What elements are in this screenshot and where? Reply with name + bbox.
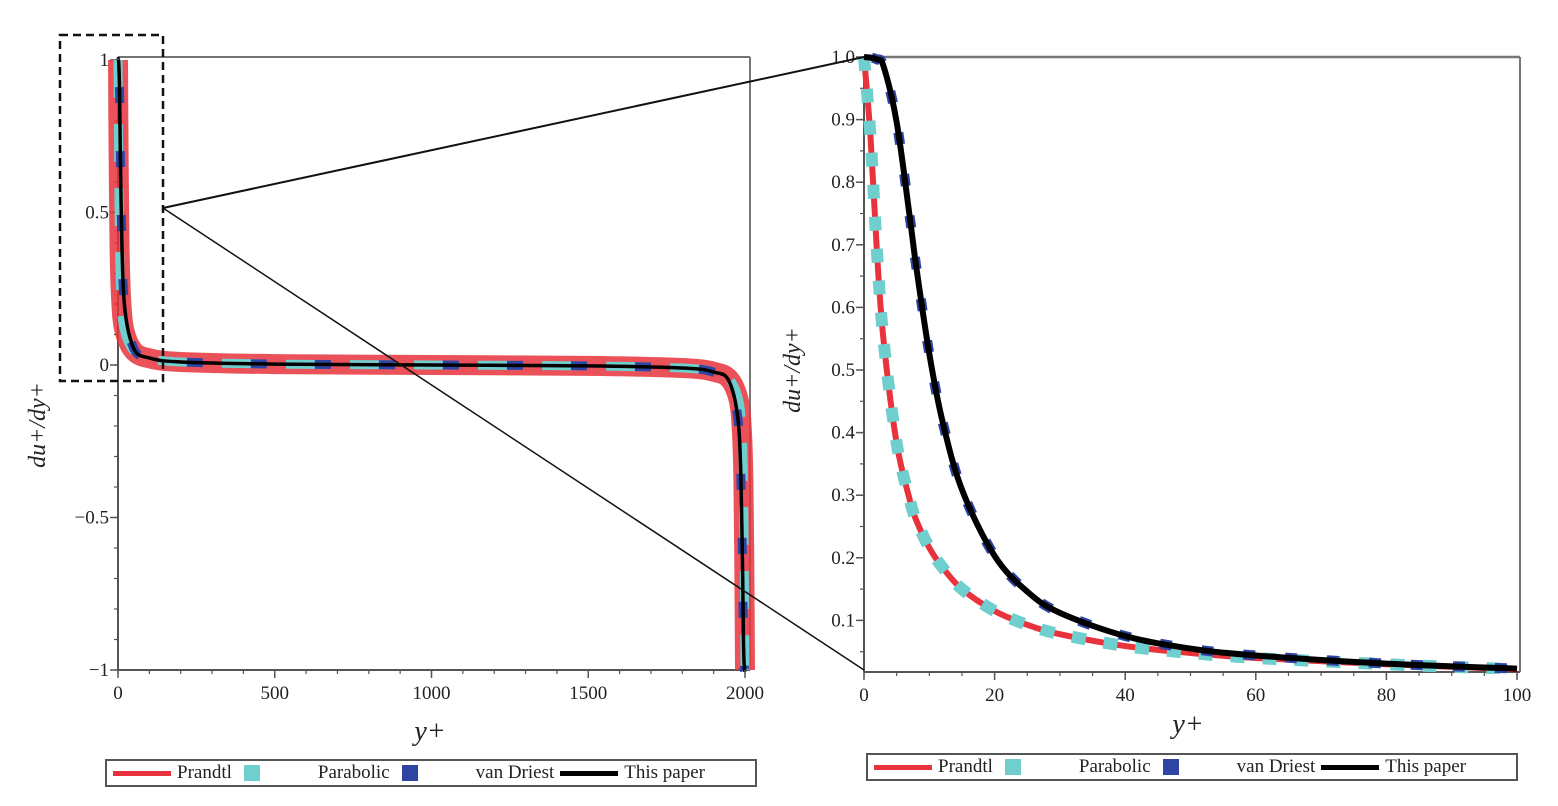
x-tick-label: 1500 (569, 683, 607, 704)
legend-item-parabolic: Parabolic (999, 756, 1151, 778)
legend-swatch (1321, 764, 1380, 770)
chart-panel-zoom: 0 20 40 60 80 100 1.0 0.9 0.8 0.7 0.6 0.5 0.4 0.3 0.2 0… (780, 47, 1531, 740)
x-axis-label: y+ (411, 716, 445, 747)
zoom-connector-top (162, 56, 865, 209)
y-tick-label: −1 (89, 660, 109, 681)
y-axis-label: du+/dy+ (25, 382, 51, 468)
x-tick-label: 60 (1246, 685, 1265, 706)
y-tick-label: 1.0 (831, 47, 855, 68)
y-tick-label: 0 (100, 355, 110, 376)
legend-swatch (874, 764, 932, 770)
y-axis-label: du+/dy+ (780, 327, 806, 413)
x-tick-label: 80 (1377, 685, 1396, 706)
legend-swatch (401, 765, 418, 781)
x-tick-label: 0 (113, 683, 123, 704)
legend-swatch (1162, 759, 1179, 775)
x-tick-label: 20 (985, 685, 1004, 706)
y-tick-label: 0.7 (831, 235, 855, 256)
y-tick-label: 0.4 (831, 423, 855, 444)
legend-label: Prandtl (177, 762, 232, 783)
series-group (108, 54, 755, 672)
x-tick-label: 2000 (726, 683, 764, 704)
legend-swatch (560, 770, 619, 776)
series-line-this-paper (116, 56, 747, 672)
zoom-connector-bottom (162, 207, 865, 671)
legend-label: Parabolic (317, 762, 390, 783)
y-tick-label: 0.6 (831, 297, 855, 318)
x-tick-label: 1000 (413, 683, 451, 704)
legend-item-prandtl: Prandtl (868, 756, 993, 778)
x-tick-label: 100 (1503, 685, 1532, 706)
legend-right: Prandtl Parabolic van Driest This paper (866, 753, 1518, 781)
y-tick-label: 0.2 (831, 548, 855, 569)
legend-swatch (243, 765, 260, 781)
series-group (858, 52, 1518, 674)
legend-item-prandtl: Prandtl (107, 762, 232, 784)
legend-label: This paper (624, 762, 706, 783)
legend-item-parabolic: Parabolic (238, 762, 390, 784)
legend-item-van-driest: van Driest (396, 762, 555, 784)
x-tick-label: 0 (859, 685, 869, 706)
y-tick-label: 0.9 (831, 110, 855, 131)
y-tick-label: 0.8 (831, 172, 855, 193)
y-tick-label: 0.5 (831, 360, 855, 381)
legend-label: This paper (1385, 756, 1467, 777)
y-tick-label: 1 (100, 50, 110, 71)
x-tick-label: 500 (261, 683, 290, 704)
legend-swatch (113, 770, 171, 776)
chart-panel-full: 0 500 1000 1500 2000 1 0.5 0 −0.5 −1 y+ du+/dy+ (25, 50, 764, 747)
legend-left: Prandtl Parabolic van Driest This paper (105, 759, 757, 787)
y-tick-label: 0.3 (831, 485, 855, 506)
x-axis-label: y+ (1169, 709, 1203, 740)
y-tick-label: −0.5 (75, 508, 109, 529)
series-line-prandtl (861, 56, 1518, 673)
series-line-parabolic (858, 56, 1518, 674)
legend-item-this-paper: This paper (1315, 756, 1466, 778)
legend-item-van-driest: van Driest (1157, 756, 1316, 778)
y-tick-label: 0.5 (85, 203, 109, 224)
series-line-this-paper (863, 54, 1518, 672)
legend-label: van Driest (1236, 756, 1316, 777)
legend-label: Prandtl (938, 756, 993, 777)
y-tick-label: 0.1 (831, 610, 855, 631)
x-tick-label: 40 (1116, 685, 1135, 706)
legend-label: van Driest (475, 762, 555, 783)
legend-label: Parabolic (1078, 756, 1151, 777)
legend-swatch (1004, 759, 1021, 775)
legend-item-this-paper: This paper (554, 762, 705, 784)
series-line-van-driest (863, 52, 1518, 674)
